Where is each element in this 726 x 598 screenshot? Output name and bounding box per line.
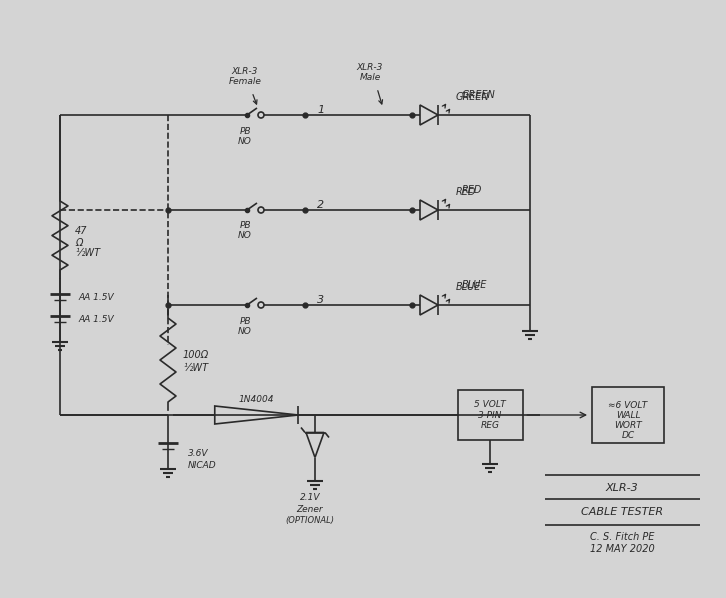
Text: RED: RED <box>462 185 482 195</box>
Text: XLR-3: XLR-3 <box>605 483 638 493</box>
Text: NO: NO <box>238 327 252 335</box>
Text: NO: NO <box>238 231 252 240</box>
Text: 47: 47 <box>75 227 88 236</box>
Text: 2: 2 <box>317 200 324 210</box>
Bar <box>457 390 523 440</box>
Text: ½WT: ½WT <box>183 363 208 373</box>
Text: 1: 1 <box>317 105 324 115</box>
Text: BLUE: BLUE <box>456 282 481 292</box>
Text: GREEN: GREEN <box>462 90 496 100</box>
Text: 5 VOLT
3 PIN
REG: 5 VOLT 3 PIN REG <box>474 400 506 430</box>
Bar <box>592 387 664 443</box>
Text: RED: RED <box>456 187 476 197</box>
Text: CABLE TESTER: CABLE TESTER <box>581 507 663 517</box>
Text: XLR-3: XLR-3 <box>356 63 383 72</box>
Text: (OPTIONAL): (OPTIONAL) <box>285 517 335 526</box>
Text: Zener: Zener <box>297 505 323 514</box>
Text: PB: PB <box>240 221 250 230</box>
Text: AA 1.5V: AA 1.5V <box>78 292 114 301</box>
Text: C. S. Fitch PE: C. S. Fitch PE <box>590 532 654 542</box>
Text: ≈6 VOLT: ≈6 VOLT <box>608 401 648 410</box>
Text: ½WT: ½WT <box>75 249 100 258</box>
Text: 3.6V: 3.6V <box>188 448 208 457</box>
Text: AA 1.5V: AA 1.5V <box>78 315 114 324</box>
Text: 2.1V: 2.1V <box>300 493 320 502</box>
Text: BLUE: BLUE <box>462 280 487 290</box>
Text: Male: Male <box>359 74 380 83</box>
Text: 1N4004: 1N4004 <box>239 395 274 404</box>
Text: 100Ω: 100Ω <box>183 350 209 360</box>
Text: Female: Female <box>229 78 261 87</box>
Text: WORT: WORT <box>614 420 642 429</box>
Text: NICAD: NICAD <box>188 460 216 469</box>
Text: Ω: Ω <box>75 237 83 248</box>
Text: NO: NO <box>238 136 252 145</box>
Text: 12 MAY 2020: 12 MAY 2020 <box>590 544 654 554</box>
Text: DC: DC <box>621 431 635 440</box>
Text: 3: 3 <box>317 295 324 305</box>
Text: GREEN: GREEN <box>456 92 490 102</box>
Text: XLR-3: XLR-3 <box>232 68 258 77</box>
Text: PB: PB <box>240 127 250 136</box>
Text: PB: PB <box>240 316 250 325</box>
Text: WALL: WALL <box>616 410 640 420</box>
